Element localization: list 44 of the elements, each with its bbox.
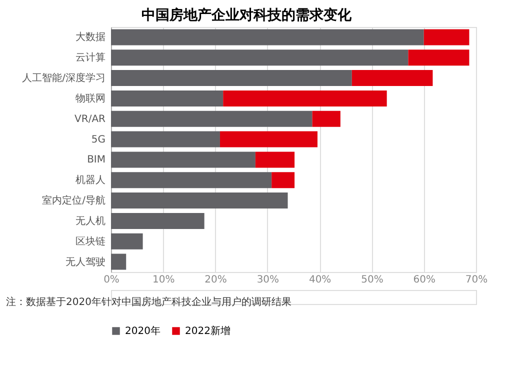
y-tick-label: 云计算: [76, 52, 106, 64]
bar: [111, 212, 204, 229]
bar: [272, 172, 295, 188]
y-tick-label: 区块链: [76, 235, 106, 248]
y-tick-label: 物联网: [76, 92, 106, 104]
bar: [111, 29, 424, 46]
y-tick-label: BIM: [87, 154, 106, 166]
y-tick-label: VR/AR: [74, 114, 106, 125]
y-tick-label: 室内定位/导航: [42, 194, 106, 207]
bar: [408, 50, 470, 66]
y-tick-label: 人工智能/深度学习: [22, 72, 106, 84]
bar: [111, 233, 143, 250]
y-tick-label: 大数据: [76, 31, 106, 44]
x-tick-label: 20%: [204, 274, 227, 286]
x-tick-label: 50%: [361, 274, 384, 286]
bar: [111, 50, 408, 66]
bar: [424, 29, 470, 46]
bar: [111, 110, 312, 127]
x-tick-label: 30%: [256, 274, 280, 286]
bar: [220, 131, 318, 148]
bar: [352, 70, 433, 86]
x-tick-label: 40%: [308, 274, 332, 286]
bar: [111, 131, 220, 148]
bar: [255, 152, 295, 168]
bar: [111, 90, 224, 106]
chart-title: 中国房地产企业对科技的需求变化: [142, 6, 353, 24]
y-tick-label: 机器人: [76, 174, 106, 186]
y-tick-label: 无人机: [76, 214, 106, 227]
text: 注：数据基于2020年针对中国房地产科技企业与用户的调研结果: [6, 296, 292, 308]
y-tick-label: 5G: [91, 134, 106, 146]
bar: [223, 90, 387, 106]
legend-label: 2020年: [125, 325, 160, 337]
bar: [111, 172, 272, 188]
bar: [111, 152, 256, 168]
x-tick-label: 10%: [152, 274, 175, 286]
bar: [312, 110, 340, 127]
bar: [111, 254, 126, 270]
legend-label: 2022新增: [185, 325, 230, 337]
bar: [111, 192, 288, 209]
y-tick-label: 无人驾驶: [66, 256, 106, 268]
x-tick-label: 70%: [465, 274, 488, 286]
x-tick-label: 60%: [413, 274, 436, 286]
bar: [111, 70, 352, 86]
x-tick-label: 0%: [104, 274, 120, 286]
